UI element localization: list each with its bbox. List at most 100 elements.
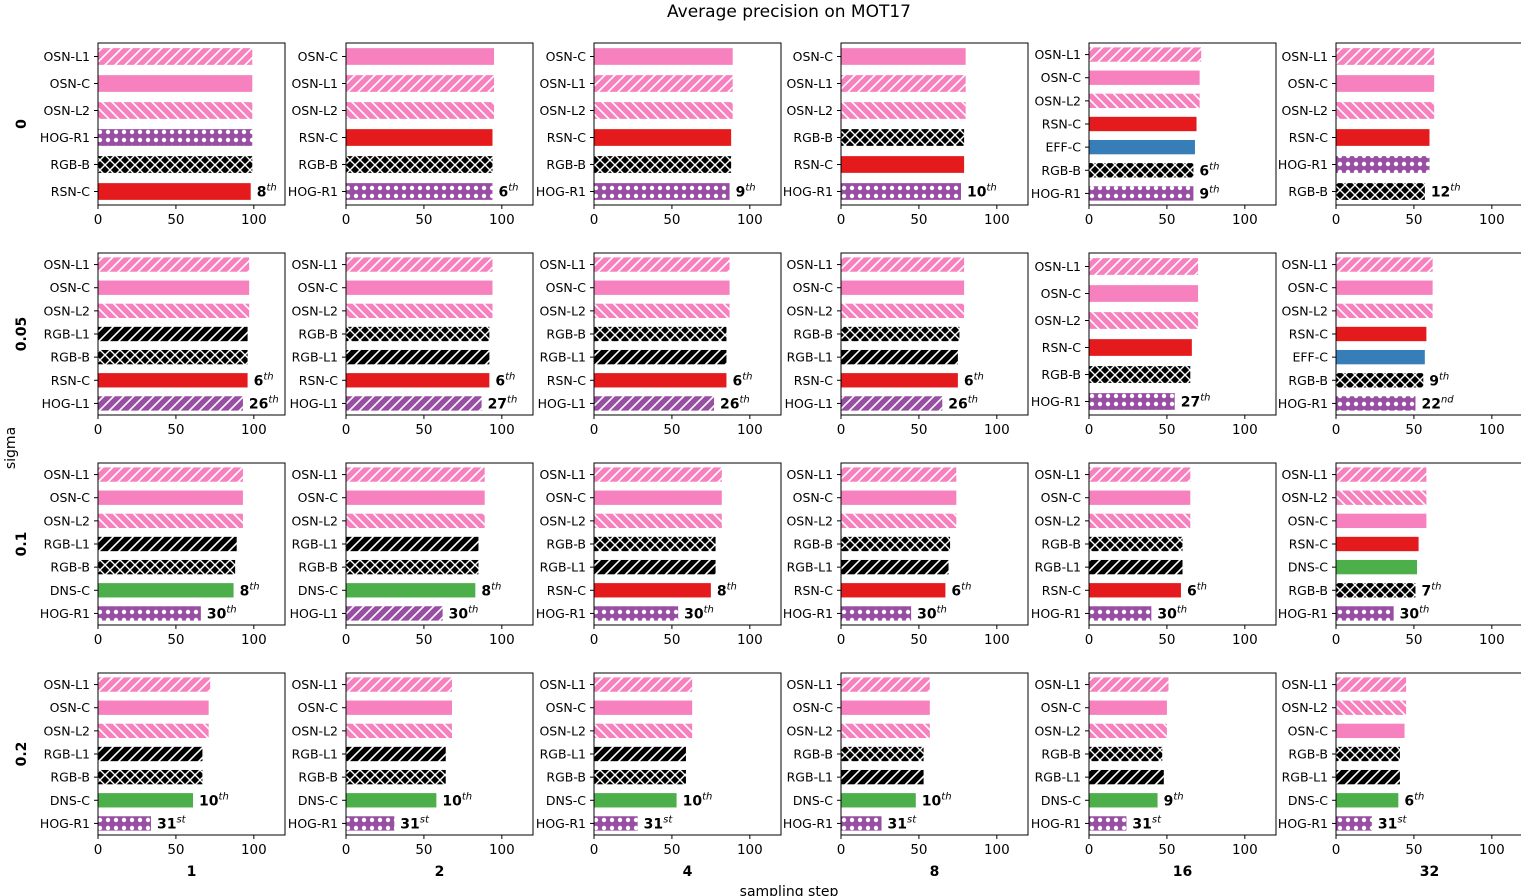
bar	[346, 373, 490, 388]
rank-label: 8th	[257, 183, 277, 201]
axes-frame	[97, 252, 286, 416]
bar	[98, 396, 243, 411]
bar	[346, 816, 395, 831]
bar	[1336, 102, 1435, 119]
y-tick-label: OSN-C	[1041, 490, 1082, 505]
y-tick-label: RGB-L1	[540, 560, 586, 575]
y-tick-label: OSN-C	[50, 76, 91, 91]
x-tick-label: 100	[241, 422, 267, 438]
bar	[841, 183, 961, 200]
bar	[1089, 793, 1158, 808]
rank-label: 31st	[1378, 814, 1408, 832]
rank-label: 31st	[400, 814, 430, 832]
bar	[1089, 93, 1200, 109]
axes-frame	[1335, 42, 1521, 206]
bar	[98, 373, 248, 388]
y-tick-label: RGB-B	[298, 560, 338, 575]
y-tick-label: RGB-L1	[292, 350, 338, 365]
x-tick-label: 0	[342, 842, 351, 858]
y-tick-label: OSN-L1	[539, 76, 586, 91]
bar	[98, 48, 253, 65]
column-label: 2	[435, 864, 445, 880]
bar	[346, 156, 493, 173]
y-tick-label: DNS-C	[793, 793, 833, 808]
y-tick-label: DNS-C	[50, 583, 90, 598]
rank-label: 6th	[498, 183, 518, 201]
y-tick-label: RGB-B	[793, 327, 833, 342]
rank-label: 6th	[1187, 581, 1207, 599]
y-tick-label: RGB-B	[1288, 184, 1328, 199]
x-tick-label: 0	[590, 632, 599, 648]
y-tick-label: RGB-L1	[1282, 770, 1328, 785]
x-tick-label: 0	[1332, 422, 1341, 438]
x-tick-label: 0	[837, 842, 846, 858]
x-tick-label: 50	[415, 632, 432, 648]
x-tick-label: 0	[837, 212, 846, 228]
x-axis-label: sampling step	[740, 884, 839, 896]
column-label: 4	[683, 864, 693, 880]
y-tick-label: RSN-C	[51, 184, 90, 199]
bar	[594, 156, 732, 173]
y-tick-label: RSN-C	[299, 373, 338, 388]
bar	[1336, 349, 1425, 365]
bar	[1089, 258, 1199, 275]
y-tick-label: RSN-C	[1042, 117, 1081, 132]
bar	[1089, 366, 1191, 383]
bar	[1336, 677, 1407, 692]
bar	[1089, 513, 1191, 529]
y-tick-label: DNS-C	[546, 793, 586, 808]
y-tick-label: OSN-L1	[291, 467, 338, 482]
bar	[841, 513, 957, 529]
bar	[594, 816, 638, 831]
rank-label: 10th	[683, 791, 713, 809]
y-tick-label: RGB-B	[793, 130, 833, 145]
y-tick-label: OSN-C	[50, 280, 91, 295]
panel-grid: OSN-L1 OSN-C OSN-L2 HOG-R1 RGB-B RSN-C 8th 0 50 1…	[14, 42, 1521, 880]
bar	[594, 536, 716, 552]
rank-label: 8th	[481, 581, 501, 599]
bar	[98, 257, 250, 272]
bar	[841, 816, 882, 831]
y-tick-label: RGB-B	[298, 157, 338, 172]
row-label: 0.05	[14, 317, 30, 352]
x-tick-label: 100	[1232, 422, 1258, 438]
rank-label: 30th	[1157, 604, 1187, 622]
y-tick-label: RGB-B	[546, 770, 586, 785]
bar	[594, 183, 730, 200]
x-tick-label: 0	[94, 632, 103, 648]
bar	[346, 490, 485, 505]
axes-frame	[345, 462, 534, 626]
y-tick-label: OSN-L1	[1034, 47, 1081, 62]
y-tick-label: OSN-L2	[1034, 513, 1081, 528]
y-tick-label: OSN-C	[50, 700, 91, 715]
axes-frame	[1088, 672, 1277, 836]
y-tick-label: OSN-L1	[539, 677, 586, 692]
y-tick-label: OSN-L1	[1034, 677, 1081, 692]
bar	[841, 75, 966, 92]
y-tick-label: OSN-L2	[43, 723, 90, 738]
rank-label: 27th	[1181, 393, 1211, 411]
bar	[594, 396, 714, 411]
bar	[346, 677, 452, 692]
bar	[98, 75, 253, 92]
x-tick-label: 50	[663, 212, 680, 228]
x-tick-label: 0	[94, 842, 103, 858]
y-tick-label: OSN-C	[1288, 723, 1329, 738]
bar	[841, 102, 966, 119]
panel-r1-c1: OSN-L1 OSN-C OSN-L2 RGB-B RGB-L1 RSN-C HOG-L1 2…	[290, 252, 534, 438]
x-tick-label: 100	[737, 632, 763, 648]
y-tick-label: OSN-L1	[1034, 467, 1081, 482]
x-tick-label: 100	[737, 842, 763, 858]
panel-r3-c3: OSN-L1 OSN-C OSN-L2 RGB-B RGB-L1 DNS-C HOG-R1 3…	[783, 672, 1029, 880]
y-tick-label: HOG-R1	[1278, 816, 1328, 831]
column-label: 1	[187, 864, 197, 880]
x-tick-label: 50	[1158, 422, 1175, 438]
bar	[594, 467, 722, 482]
bar	[594, 723, 693, 739]
bar	[1336, 257, 1433, 272]
y-tick-label: HOG-R1	[1278, 157, 1328, 172]
bar	[1336, 396, 1416, 411]
rank-label: 10th	[922, 791, 952, 809]
x-tick-label: 0	[1085, 422, 1094, 438]
rank-label: 6th	[1404, 791, 1424, 809]
